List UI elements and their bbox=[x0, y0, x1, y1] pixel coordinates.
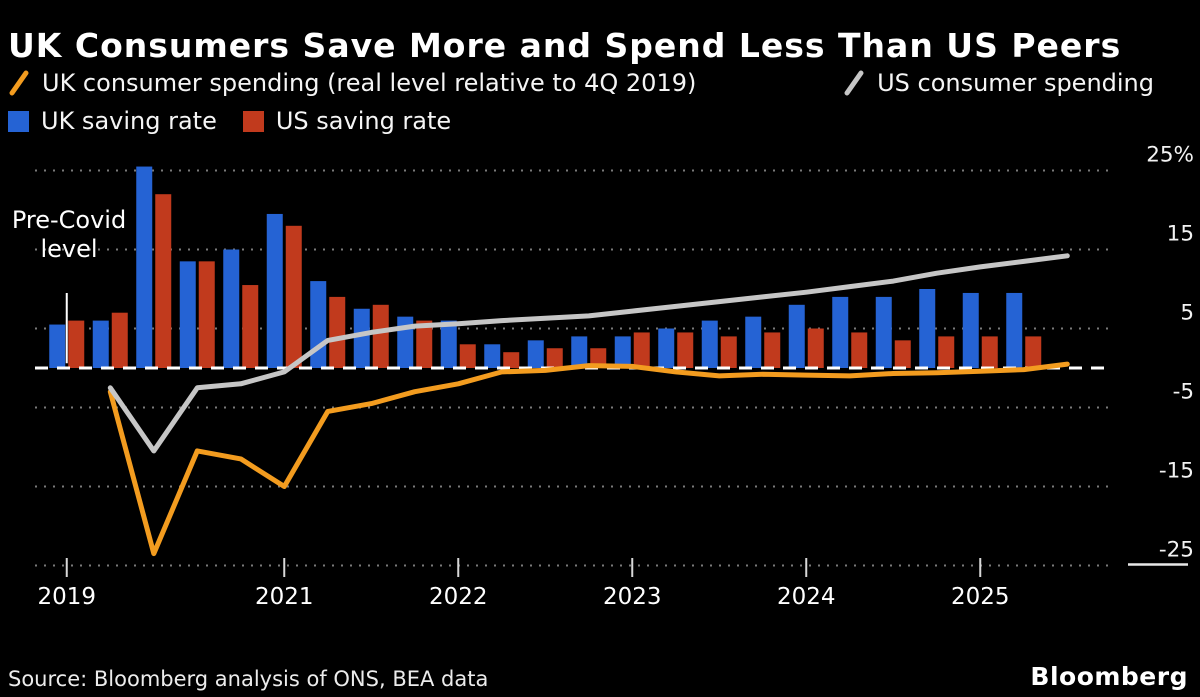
legend-item-us-saving-rate: US saving rate bbox=[242, 107, 452, 135]
bar bbox=[764, 332, 781, 368]
bar bbox=[807, 328, 824, 368]
bar bbox=[527, 340, 544, 368]
bar bbox=[92, 320, 109, 368]
source-text: Source: Bloomberg analysis of ONS, BEA d… bbox=[8, 667, 489, 691]
y-axis-label: 15 bbox=[1167, 222, 1194, 247]
bar bbox=[484, 344, 501, 368]
legend-label-us-saving-rate: US saving rate bbox=[275, 107, 452, 135]
uk-consumer-spending-line bbox=[107, 361, 1070, 557]
bar bbox=[310, 281, 327, 368]
bar bbox=[788, 304, 805, 368]
us-spending-line-swatch-icon bbox=[843, 70, 865, 96]
bar bbox=[894, 340, 911, 368]
bar bbox=[353, 308, 370, 368]
bar bbox=[701, 320, 718, 368]
x-axis-label: 2024 bbox=[777, 584, 836, 610]
bar bbox=[851, 332, 868, 368]
bar bbox=[720, 336, 737, 368]
legend-item-uk-consumer-spending: UK consumer spending (real level relativ… bbox=[8, 69, 696, 97]
legend: UK consumer spending (real level relativ… bbox=[8, 64, 1154, 140]
bar bbox=[571, 336, 588, 368]
bar bbox=[136, 166, 153, 368]
bar bbox=[919, 289, 936, 368]
bar bbox=[1025, 336, 1042, 368]
y-axis-label: -15 bbox=[1159, 459, 1194, 484]
bar bbox=[546, 348, 563, 368]
bar bbox=[329, 296, 346, 368]
chart-title: UK Consumers Save More and Spend Less Th… bbox=[8, 26, 1122, 66]
legend-item-uk-saving-rate: UK saving rate bbox=[8, 107, 217, 135]
bar bbox=[155, 194, 172, 368]
bar bbox=[49, 324, 66, 368]
bar bbox=[266, 213, 283, 368]
pre-covid-annotation-line1: Pre-Covid bbox=[11, 206, 127, 234]
x-axis-label: 2019 bbox=[37, 584, 96, 610]
bar bbox=[614, 336, 631, 368]
bar bbox=[440, 320, 457, 368]
y-axis-labels: 25% 15 5 -5 -15 -25 bbox=[1146, 143, 1194, 563]
us-consumer-spending-line bbox=[107, 253, 1070, 454]
bar bbox=[962, 292, 979, 368]
uk-saving-bar-swatch-icon bbox=[8, 110, 29, 132]
bar bbox=[68, 320, 85, 368]
bar bbox=[179, 261, 196, 368]
bar bbox=[677, 332, 694, 368]
bar bbox=[416, 320, 433, 368]
bar bbox=[981, 336, 998, 368]
bar bbox=[111, 312, 128, 368]
legend-item-us-consumer-spending: US consumer spending bbox=[843, 69, 1154, 97]
us-saving-rate-bars bbox=[68, 194, 1042, 368]
x-axis-label: 2022 bbox=[429, 584, 488, 610]
bar bbox=[223, 249, 240, 368]
bar bbox=[459, 344, 476, 368]
uk-saving-rate-bars bbox=[49, 166, 1023, 368]
legend-label-uk-saving-rate: UK saving rate bbox=[41, 107, 217, 135]
bar bbox=[745, 316, 762, 368]
bar bbox=[285, 225, 302, 368]
x-axis-label: 2023 bbox=[603, 584, 662, 610]
x-axis-label: 2025 bbox=[951, 584, 1010, 610]
bar bbox=[198, 261, 215, 368]
bar bbox=[875, 296, 892, 368]
bar bbox=[242, 285, 259, 368]
legend-label-uk-consumer-spending: UK consumer spending (real level relativ… bbox=[42, 69, 697, 97]
bar bbox=[938, 336, 955, 368]
bloomberg-logo: Bloomberg bbox=[1030, 662, 1188, 691]
bar bbox=[590, 348, 607, 368]
us-saving-bar-swatch-icon bbox=[242, 110, 264, 132]
bar bbox=[832, 296, 849, 368]
footer: Source: Bloomberg analysis of ONS, BEA d… bbox=[8, 662, 1188, 691]
bar bbox=[1006, 292, 1023, 368]
bar bbox=[658, 328, 675, 368]
legend-row-lines: UK consumer spending (real level relativ… bbox=[8, 64, 1154, 102]
y-axis-label: -25 bbox=[1159, 538, 1194, 563]
y-axis-label: 5 bbox=[1180, 301, 1194, 326]
bar bbox=[372, 304, 389, 368]
legend-row-bars: UK saving rate US saving rate bbox=[8, 102, 1154, 140]
y-axis-label: 25% bbox=[1146, 143, 1194, 168]
legend-label-us-consumer-spending: US consumer spending bbox=[877, 69, 1154, 97]
pre-covid-annotation: Pre-Covid level bbox=[0, 206, 138, 264]
y-axis-label: -5 bbox=[1173, 380, 1194, 405]
pre-covid-annotation-line2: level bbox=[40, 234, 98, 263]
uk-spending-line-swatch-icon bbox=[8, 70, 30, 96]
bar bbox=[633, 332, 650, 368]
x-axis-label: 2021 bbox=[255, 584, 314, 610]
x-axis: 2019 2021 2022 2023 2024 2025 bbox=[37, 558, 1010, 610]
bar bbox=[503, 352, 520, 368]
